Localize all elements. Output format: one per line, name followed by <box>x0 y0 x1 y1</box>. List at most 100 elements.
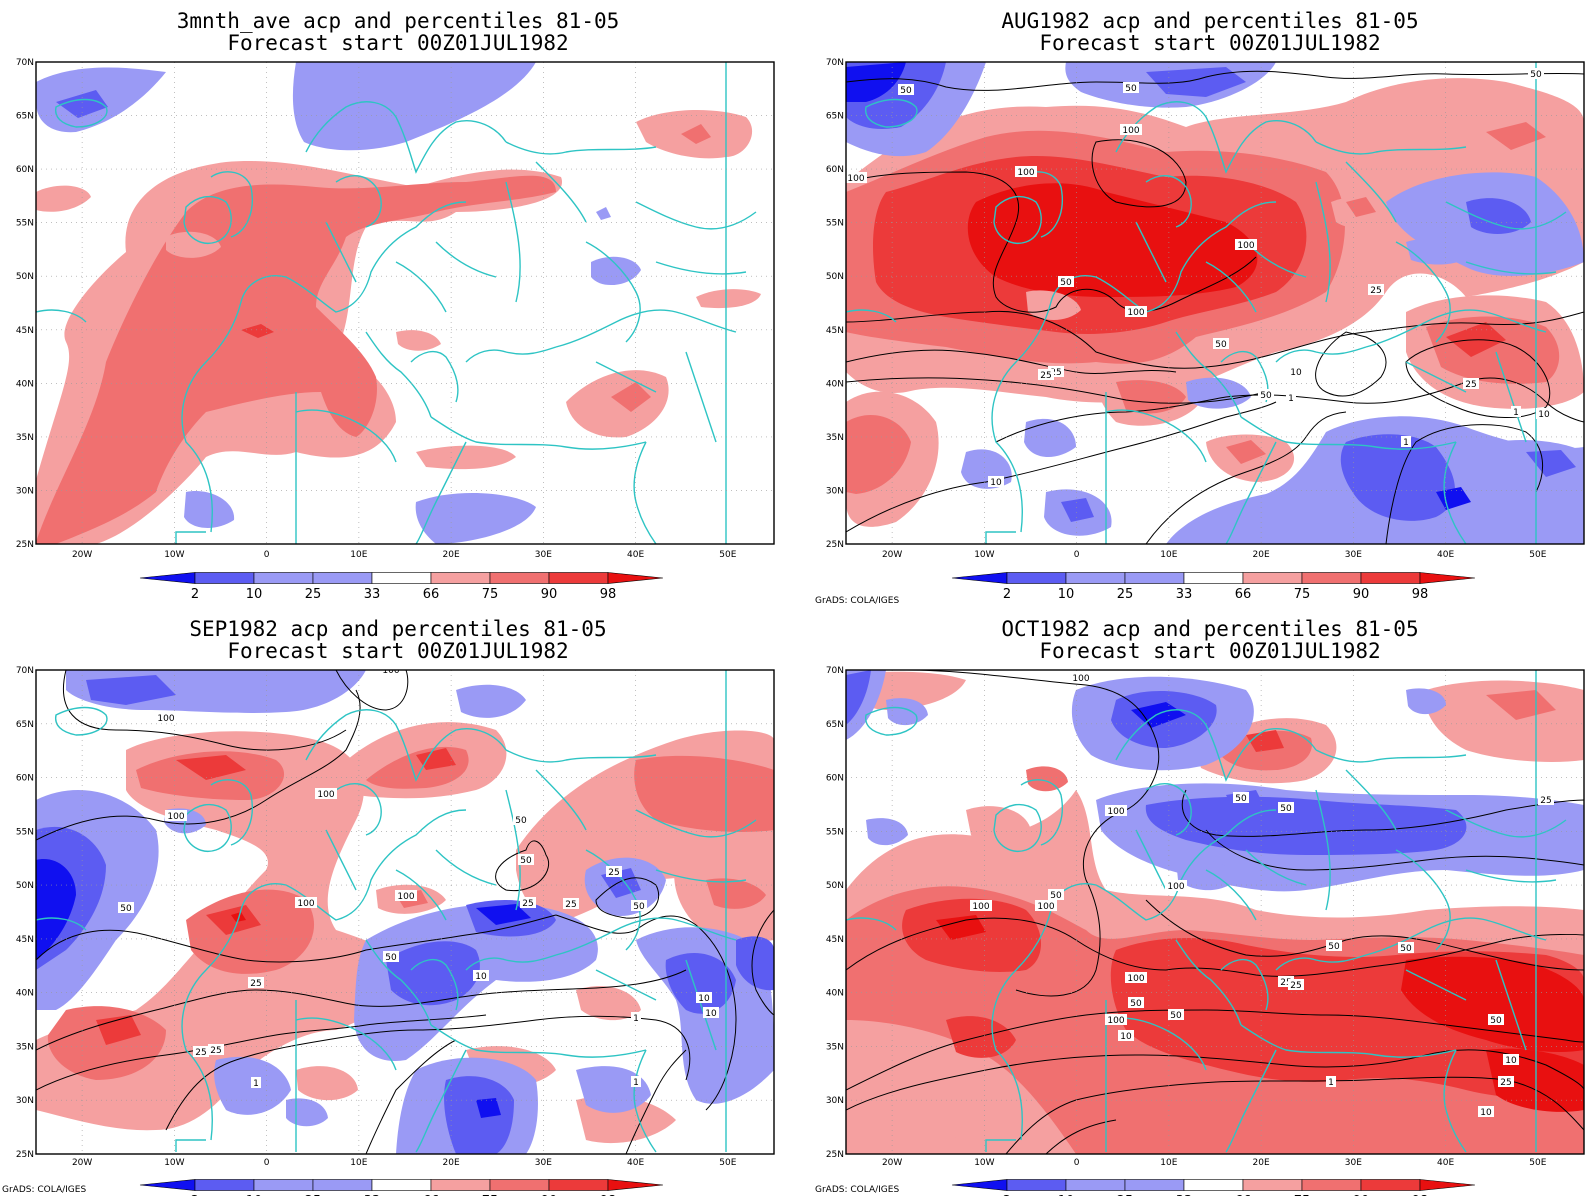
coastline-segment <box>175 1139 206 1152</box>
contour-line <box>1405 339 1551 418</box>
coastline-segment <box>1315 181 1331 303</box>
contour-label: 100 <box>1105 1014 1127 1026</box>
shading-below-normal <box>36 62 641 544</box>
shaded-region <box>846 62 906 102</box>
svg-text:50: 50 <box>1215 340 1227 350</box>
svg-text:1: 1 <box>633 1014 639 1024</box>
latitude-label: 55N <box>16 827 34 837</box>
coastline-segment <box>430 416 647 450</box>
latitude-label: 35N <box>16 433 34 443</box>
grads-credit: GrADS: COLA/IGES <box>2 1185 86 1195</box>
coastline-segment <box>1115 101 1317 174</box>
shaded-region <box>456 684 526 718</box>
shaded-region <box>966 806 1031 846</box>
longitude-labels: 20W 10W 0 10E 20E 30E 40E 50E <box>72 1158 737 1168</box>
contour-label: 25 <box>1463 378 1479 390</box>
coastline-segment <box>54 98 108 128</box>
coastline-segment <box>295 1017 397 1071</box>
coastline-segment <box>1225 441 1277 544</box>
longitude-label: 0 <box>264 1158 270 1168</box>
coastline-segment <box>505 141 657 155</box>
coastlines-and-borders <box>36 62 757 544</box>
contour-label: 100 <box>1070 672 1092 684</box>
latitude-label: 35N <box>826 1042 844 1052</box>
coastline-segment <box>1443 441 1467 544</box>
colorbar-label: 90 <box>1353 587 1370 602</box>
contour-label: 100 <box>970 900 992 912</box>
contour-label: 25 <box>248 977 264 989</box>
shaded-region <box>591 256 641 286</box>
contour-label: 100 <box>1125 972 1147 984</box>
colorbar-arrow-high <box>607 1179 664 1191</box>
latitude-label: 65N <box>826 720 844 730</box>
svg-text:25: 25 <box>210 1046 221 1056</box>
contour-line <box>1091 139 1187 208</box>
contour-line <box>625 1049 687 1154</box>
coastline-segment <box>365 939 432 1026</box>
colorbar-segment <box>1301 572 1362 584</box>
longitude-label: 50E <box>1529 550 1546 560</box>
svg-text:50: 50 <box>1130 999 1142 1009</box>
panel-title-line2: Forecast start 00Z01JUL1982 <box>227 31 568 55</box>
coastline-segment <box>1445 809 1567 838</box>
svg-text:100: 100 <box>167 812 184 822</box>
svg-text:50: 50 <box>633 902 645 912</box>
contour-label: 50 <box>1528 68 1544 80</box>
longitude-label: 40E <box>627 550 644 560</box>
contour-label: 50 <box>1213 338 1229 350</box>
contour-line <box>165 1015 691 1131</box>
map-frame <box>35 61 775 545</box>
coastline-segment <box>181 201 467 533</box>
longitude-label: 20E <box>443 550 460 560</box>
longitude-labels: 20W 10W 0 10E 20E 30E 40E 50E <box>72 550 737 560</box>
shaded-region <box>1406 237 1476 265</box>
shaded-region <box>1146 67 1246 97</box>
svg-text:100: 100 <box>382 666 399 676</box>
svg-text:50: 50 <box>1235 794 1247 804</box>
coastlines-and-borders <box>846 670 1567 1153</box>
shaded-region <box>1526 450 1576 477</box>
contour-line <box>846 310 1584 369</box>
latitude-labels: 70N 65N 60N 55N 50N 45N 40N 35N 30N 25N <box>826 666 844 1160</box>
latitude-label: 45N <box>16 326 34 336</box>
svg-text:100: 100 <box>1167 882 1184 892</box>
coastline-segment <box>1345 769 1397 831</box>
contour-label: 100 <box>1165 880 1187 892</box>
contour-label: 25 <box>1538 794 1554 806</box>
svg-text:1: 1 <box>1328 1078 1334 1088</box>
contour-label: 10 <box>703 1007 719 1019</box>
svg-text:10: 10 <box>1290 368 1302 378</box>
coastline-segment <box>295 409 397 463</box>
coastline-segment <box>985 1139 1016 1152</box>
coastline-segment <box>505 789 521 911</box>
latitude-label: 60N <box>16 165 34 175</box>
contour-line <box>1385 424 1544 544</box>
coastline-segment <box>1315 141 1467 155</box>
coastline-segment <box>335 783 382 836</box>
coastline-segment <box>36 309 87 323</box>
longitude-label: 30E <box>535 1158 552 1168</box>
latitude-label: 25N <box>16 540 34 550</box>
svg-text:50: 50 <box>120 904 132 914</box>
shaded-region <box>476 1098 501 1118</box>
contour-line <box>365 1039 457 1154</box>
coastline-segment <box>465 954 557 971</box>
latitude-label: 55N <box>16 219 34 229</box>
contour-label: 100 <box>1035 900 1057 912</box>
colorbar-label: 98 <box>600 587 617 602</box>
panel-title-line2: Forecast start 00Z01JUL1982 <box>1039 639 1380 663</box>
coastline-segment <box>1175 331 1242 418</box>
contour-label: 1 <box>1511 406 1521 418</box>
latitude-label: 70N <box>16 666 34 676</box>
svg-text:100: 100 <box>1122 126 1139 136</box>
colorbar-arrow-low <box>139 572 196 584</box>
contour-label: 10 <box>1288 366 1304 378</box>
coastline-segment <box>1245 849 1307 886</box>
coastline-segment <box>1145 175 1192 228</box>
longitude-label: 10W <box>164 550 184 560</box>
shaded-region <box>396 330 441 351</box>
contour-label: 50 <box>1258 389 1274 401</box>
svg-text:100: 100 <box>972 902 989 912</box>
